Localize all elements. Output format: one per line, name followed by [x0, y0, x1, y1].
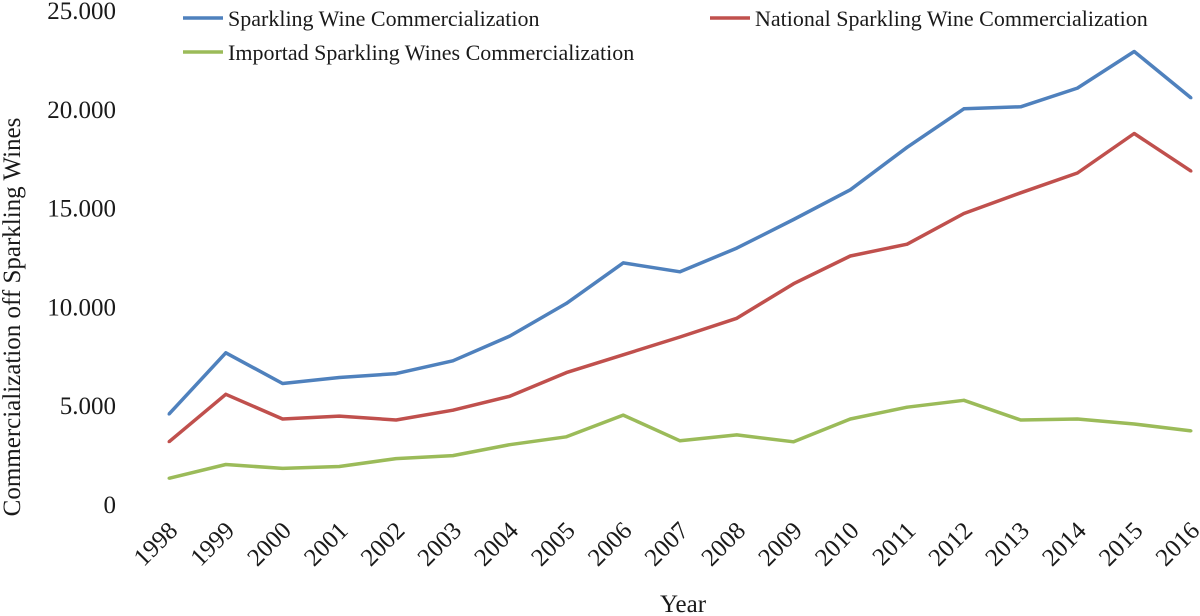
data-point-imported	[167, 476, 171, 480]
legend-item-sparkling: Sparkling Wine Commercialization	[183, 6, 540, 31]
data-point-national	[508, 394, 512, 398]
data-point-national	[1132, 132, 1136, 135]
data-point-sparkling	[1189, 96, 1193, 100]
y-tick-label: 5.000	[60, 393, 116, 420]
x-tick-label: 2015	[1094, 517, 1148, 571]
data-point-sparkling	[1132, 50, 1136, 53]
data-point-imported	[735, 433, 739, 437]
x-tick-label: 2002	[356, 517, 410, 571]
data-point-national	[678, 335, 682, 339]
data-point-sparkling	[508, 334, 512, 338]
data-point-imported	[621, 413, 625, 417]
data-point-national	[1019, 191, 1023, 195]
legend-item-national: National Sparkling Wine Commercializatio…	[710, 6, 1148, 31]
data-point-sparkling	[1019, 105, 1023, 109]
x-tick-label: 2016	[1151, 517, 1200, 571]
x-tick-label: 2004	[469, 517, 524, 572]
data-point-imported	[564, 435, 568, 439]
x-axis-ticks: 1998 1999 2000 2001 2002 2003 2004 2005 2006 2007…	[129, 517, 1200, 572]
legend-label-sparkling: Sparkling Wine Commercialization	[228, 6, 540, 31]
data-point-imported	[1019, 418, 1023, 422]
series-lines	[167, 49, 1193, 481]
data-point-imported	[337, 465, 341, 468]
legend-label-national: National Sparkling Wine Commercializatio…	[755, 6, 1148, 31]
data-point-sparkling	[564, 301, 568, 305]
x-tick-label: 1998	[129, 517, 183, 571]
x-tick-label: 2008	[697, 517, 751, 571]
data-point-sparkling	[224, 351, 228, 355]
x-tick-label: 2001	[299, 517, 353, 571]
data-point-sparkling	[962, 107, 966, 111]
data-point-sparkling	[337, 376, 341, 379]
x-tick-label: 2009	[753, 517, 807, 571]
data-point-sparkling	[848, 188, 852, 192]
data-point-imported	[678, 439, 682, 443]
y-tick-label: 25.000	[47, 0, 116, 25]
x-tick-label: 2003	[413, 517, 467, 571]
data-point-national	[621, 353, 625, 357]
x-tick-label: 2000	[242, 517, 296, 571]
y-tick-label: 10.000	[47, 294, 116, 321]
data-point-sparkling	[621, 261, 625, 265]
x-tick-label: 1999	[186, 517, 240, 571]
data-point-imported	[905, 405, 909, 409]
data-point-imported	[281, 466, 285, 470]
legend-item-imported: Importad Sparkling Wines Commercializati…	[183, 40, 634, 65]
x-tick-label: 2012	[924, 517, 978, 571]
y-axis-title: Commercialization off Sparkling Wines	[0, 118, 26, 517]
data-point-national	[962, 212, 966, 215]
legend: Sparkling Wine Commercialization Nationa…	[183, 6, 1148, 65]
data-point-sparkling	[394, 372, 398, 376]
data-point-imported	[394, 457, 398, 461]
data-point-sparkling	[905, 145, 909, 149]
x-tick-label: 2011	[868, 517, 922, 571]
data-point-sparkling	[281, 382, 285, 385]
data-point-imported	[1132, 422, 1136, 426]
legend-label-imported: Importad Sparkling Wines Commercializati…	[228, 40, 634, 65]
y-tick-label: 15.000	[47, 196, 116, 223]
data-point-sparkling	[735, 246, 739, 250]
data-point-national	[394, 418, 398, 422]
y-tick-label: 0	[104, 492, 117, 519]
x-tick-label: 2010	[810, 517, 864, 571]
data-point-national	[337, 414, 341, 418]
data-point-imported	[1189, 429, 1193, 433]
x-axis-title: Year	[660, 591, 707, 616]
data-point-sparkling	[167, 412, 171, 416]
data-point-national	[1075, 171, 1079, 175]
series-line-sparkling	[167, 49, 1193, 416]
data-point-imported	[508, 443, 512, 447]
series-line-national	[167, 131, 1192, 444]
data-point-national	[1189, 169, 1193, 173]
data-point-national	[564, 371, 568, 375]
x-tick-label: 2006	[583, 517, 637, 571]
data-point-imported	[451, 454, 455, 458]
data-point-sparkling	[451, 359, 455, 363]
y-axis-ticks: 0 5.000 10.000 15.000 20.000 25.000	[47, 0, 116, 519]
data-point-sparkling	[678, 270, 682, 274]
data-point-national	[848, 254, 852, 258]
data-point-sparkling	[792, 218, 796, 221]
data-point-national	[792, 282, 796, 286]
x-tick-label: 2005	[526, 517, 580, 571]
data-point-national	[735, 316, 739, 320]
data-point-imported	[848, 417, 852, 421]
data-point-national	[905, 242, 909, 246]
data-point-national	[224, 392, 228, 396]
data-point-imported	[224, 463, 228, 466]
data-point-sparkling	[1075, 86, 1079, 90]
data-point-imported	[962, 398, 966, 402]
data-point-national	[167, 440, 171, 444]
x-tick-label: 2007	[640, 517, 694, 571]
data-point-imported	[1075, 417, 1079, 421]
x-tick-label: 2013	[980, 517, 1034, 571]
y-tick-label: 20.000	[47, 97, 116, 124]
data-point-imported	[792, 440, 796, 444]
x-tick-label: 2014	[1037, 517, 1092, 572]
data-point-national	[281, 417, 285, 421]
data-point-national	[451, 408, 455, 412]
